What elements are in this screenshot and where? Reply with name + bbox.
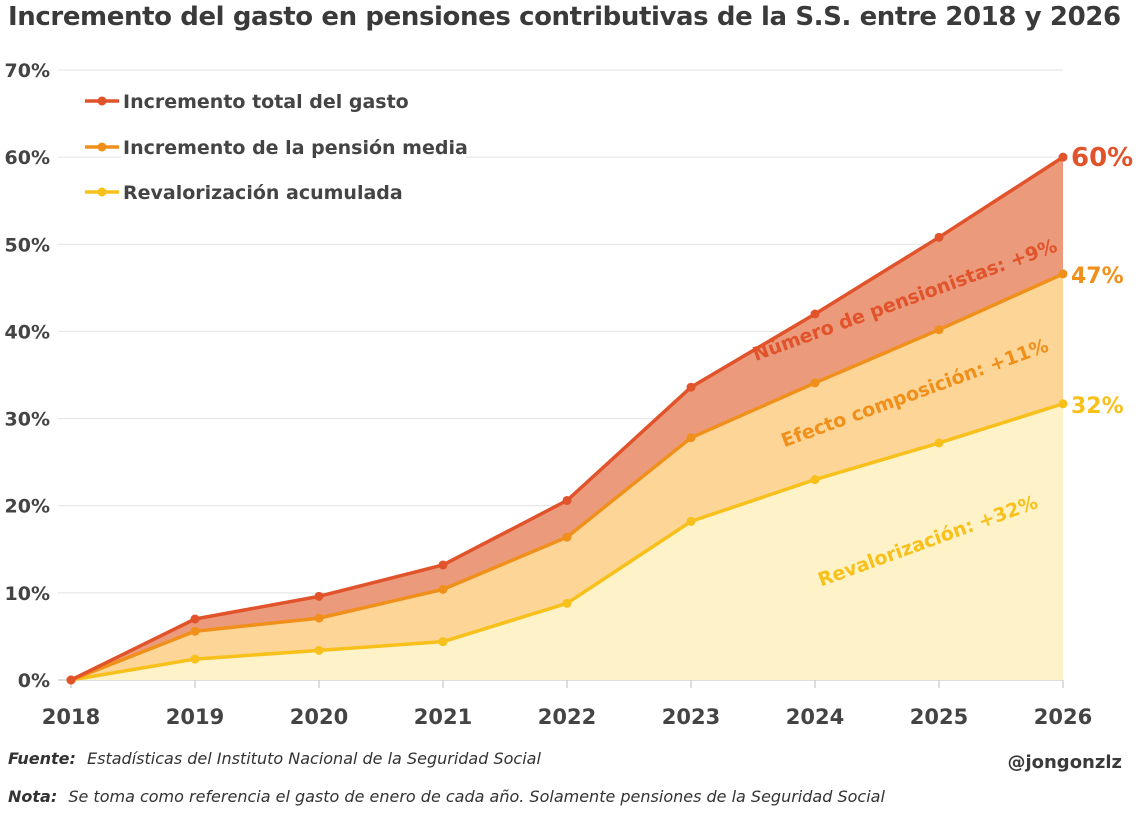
x-tick-label: 2018 bbox=[42, 705, 100, 729]
legend-label-bg bbox=[121, 85, 411, 113]
author-handle: @jongonzlz bbox=[1007, 752, 1122, 773]
y-tick-label: 60% bbox=[5, 147, 50, 169]
x-tick-label: 2023 bbox=[662, 705, 720, 729]
x-tick-label: 2019 bbox=[166, 705, 224, 729]
data-point bbox=[314, 645, 324, 655]
data-point bbox=[438, 637, 448, 647]
legend-label-bg bbox=[121, 176, 411, 204]
data-point bbox=[686, 433, 696, 443]
legend-label: Incremento de la pensión media bbox=[123, 137, 468, 159]
data-point bbox=[190, 654, 200, 664]
y-tick-label: 20% bbox=[5, 496, 50, 518]
y-tick-label: 30% bbox=[5, 409, 50, 431]
data-point bbox=[686, 516, 696, 526]
method-note: Nota: Se toma como referencia el gasto d… bbox=[8, 787, 885, 806]
legend-label: Revalorización acumulada bbox=[123, 182, 403, 204]
data-point bbox=[314, 591, 324, 601]
x-tick-label: 2025 bbox=[910, 705, 968, 729]
data-point bbox=[1058, 269, 1068, 279]
data-point bbox=[314, 613, 324, 623]
x-tick-label: 2022 bbox=[538, 705, 596, 729]
y-tick-label: 0% bbox=[18, 670, 50, 692]
data-point bbox=[934, 232, 944, 242]
data-point bbox=[810, 378, 820, 388]
x-tick-label: 2026 bbox=[1034, 705, 1092, 729]
data-point bbox=[810, 309, 820, 319]
area-band bbox=[71, 403, 1063, 680]
area-band bbox=[71, 273, 1063, 680]
data-point bbox=[562, 532, 572, 542]
end-value-label: 47% bbox=[1071, 264, 1124, 289]
legend-swatch-dot bbox=[97, 96, 107, 106]
data-point bbox=[1058, 399, 1068, 409]
note-key: Nota: bbox=[8, 787, 58, 806]
x-tick-label: 2021 bbox=[414, 705, 472, 729]
legend-label-bg bbox=[121, 131, 466, 159]
chart-title: Incremento del gasto en pensiones contri… bbox=[8, 2, 1121, 32]
data-point bbox=[438, 584, 448, 594]
y-tick-label: 10% bbox=[5, 583, 50, 605]
x-tick-label: 2024 bbox=[786, 705, 844, 729]
source-note: Fuente: Estadísticas del Instituto Nacio… bbox=[8, 749, 541, 768]
y-tick-label: 40% bbox=[5, 321, 50, 343]
source-key: Fuente: bbox=[8, 749, 76, 768]
source-text: Estadísticas del Instituto Nacional de l… bbox=[87, 749, 541, 768]
legend-swatch-dot bbox=[97, 187, 107, 197]
data-point bbox=[686, 382, 696, 392]
legend-label: Incremento total del gasto bbox=[123, 91, 409, 113]
end-value-label: 32% bbox=[1071, 394, 1124, 419]
legend-swatch-dot bbox=[97, 142, 107, 152]
data-point bbox=[190, 614, 200, 624]
x-tick-label: 2020 bbox=[290, 705, 348, 729]
data-point bbox=[562, 598, 572, 608]
end-value-label: 60% bbox=[1071, 143, 1133, 173]
data-point bbox=[1058, 152, 1068, 162]
y-tick-label: 50% bbox=[5, 234, 50, 256]
data-point bbox=[810, 475, 820, 485]
data-point bbox=[934, 325, 944, 335]
data-point bbox=[190, 626, 200, 636]
data-point bbox=[934, 438, 944, 448]
note-text: Se toma como referencia el gasto de ener… bbox=[68, 787, 885, 806]
y-tick-label: 70% bbox=[5, 60, 50, 82]
data-point bbox=[562, 495, 572, 505]
data-point bbox=[66, 675, 76, 685]
data-point bbox=[438, 560, 448, 570]
